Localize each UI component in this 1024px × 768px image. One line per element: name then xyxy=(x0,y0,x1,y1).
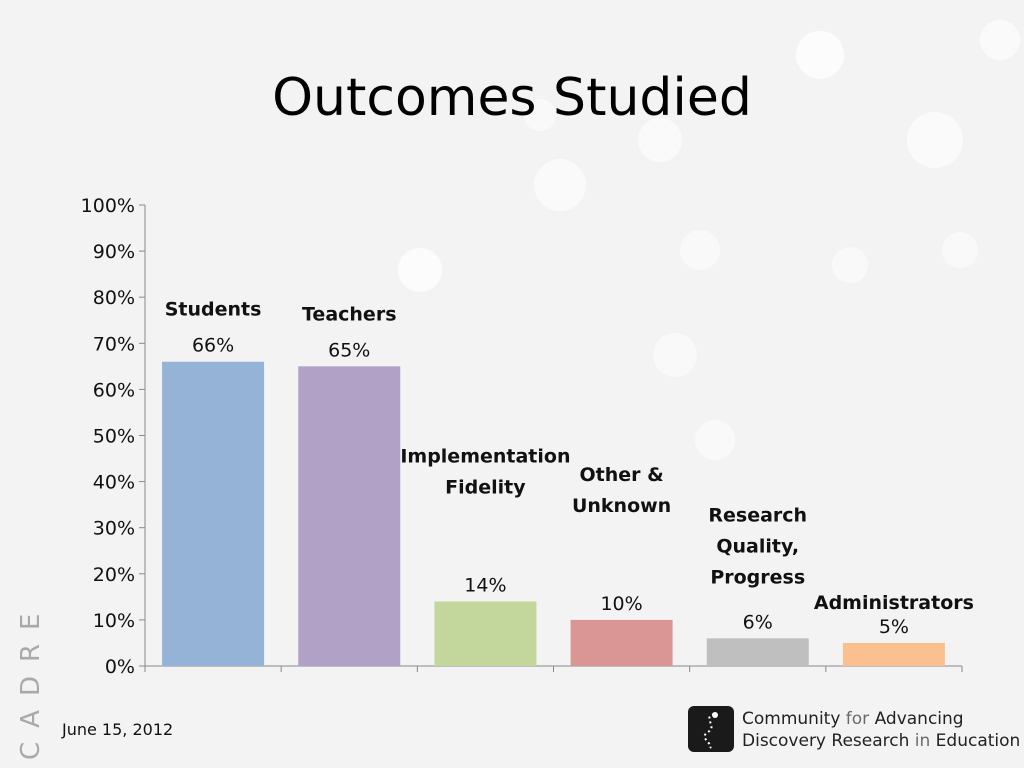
bar xyxy=(570,619,673,666)
data-label: 14% xyxy=(464,574,506,596)
category-label: Progress xyxy=(710,566,805,588)
y-tick-label: 50% xyxy=(93,426,135,448)
y-tick-label: 40% xyxy=(93,472,135,494)
logo-mark-icon xyxy=(688,706,734,752)
category-label: Quality, xyxy=(716,535,799,557)
y-tick-label: 70% xyxy=(93,333,135,355)
slide-title: Outcomes Studied xyxy=(272,68,752,128)
logo-line-2: Discovery Research in Education xyxy=(742,731,1021,751)
bar xyxy=(706,638,809,666)
logo-line-1: Community for Advancing xyxy=(742,709,964,729)
y-tick-label: 60% xyxy=(93,379,135,401)
category-label: Research xyxy=(708,504,807,526)
data-label: 66% xyxy=(192,335,234,357)
category-label: Implementation xyxy=(400,445,570,467)
category-label: Fidelity xyxy=(445,476,526,498)
data-label: 65% xyxy=(328,339,370,361)
category-label: Teachers xyxy=(302,303,397,325)
y-tick-label: 0% xyxy=(105,656,135,678)
bar xyxy=(842,642,945,666)
cadre-logo: Community for Advancing Discovery Resear… xyxy=(688,706,1020,754)
bar xyxy=(162,361,265,666)
data-label: 10% xyxy=(600,593,642,615)
y-tick-label: 100% xyxy=(81,195,135,217)
category-label: Unknown xyxy=(572,495,671,517)
data-label: 6% xyxy=(743,611,773,633)
y-tick-label: 20% xyxy=(93,564,135,586)
y-tick-label: 10% xyxy=(93,610,135,632)
y-tick-label: 30% xyxy=(93,518,135,540)
y-tick-label: 90% xyxy=(93,241,135,263)
slide-date: June 15, 2012 xyxy=(62,720,174,739)
y-tick-label: 80% xyxy=(93,287,135,309)
data-label: 5% xyxy=(879,616,909,638)
bar xyxy=(434,601,537,666)
bar xyxy=(298,366,401,666)
category-label: Other & xyxy=(579,464,663,486)
category-label: Administrators xyxy=(814,592,974,614)
side-brand-text: CADRE xyxy=(16,599,46,760)
category-label: Students xyxy=(165,299,262,321)
